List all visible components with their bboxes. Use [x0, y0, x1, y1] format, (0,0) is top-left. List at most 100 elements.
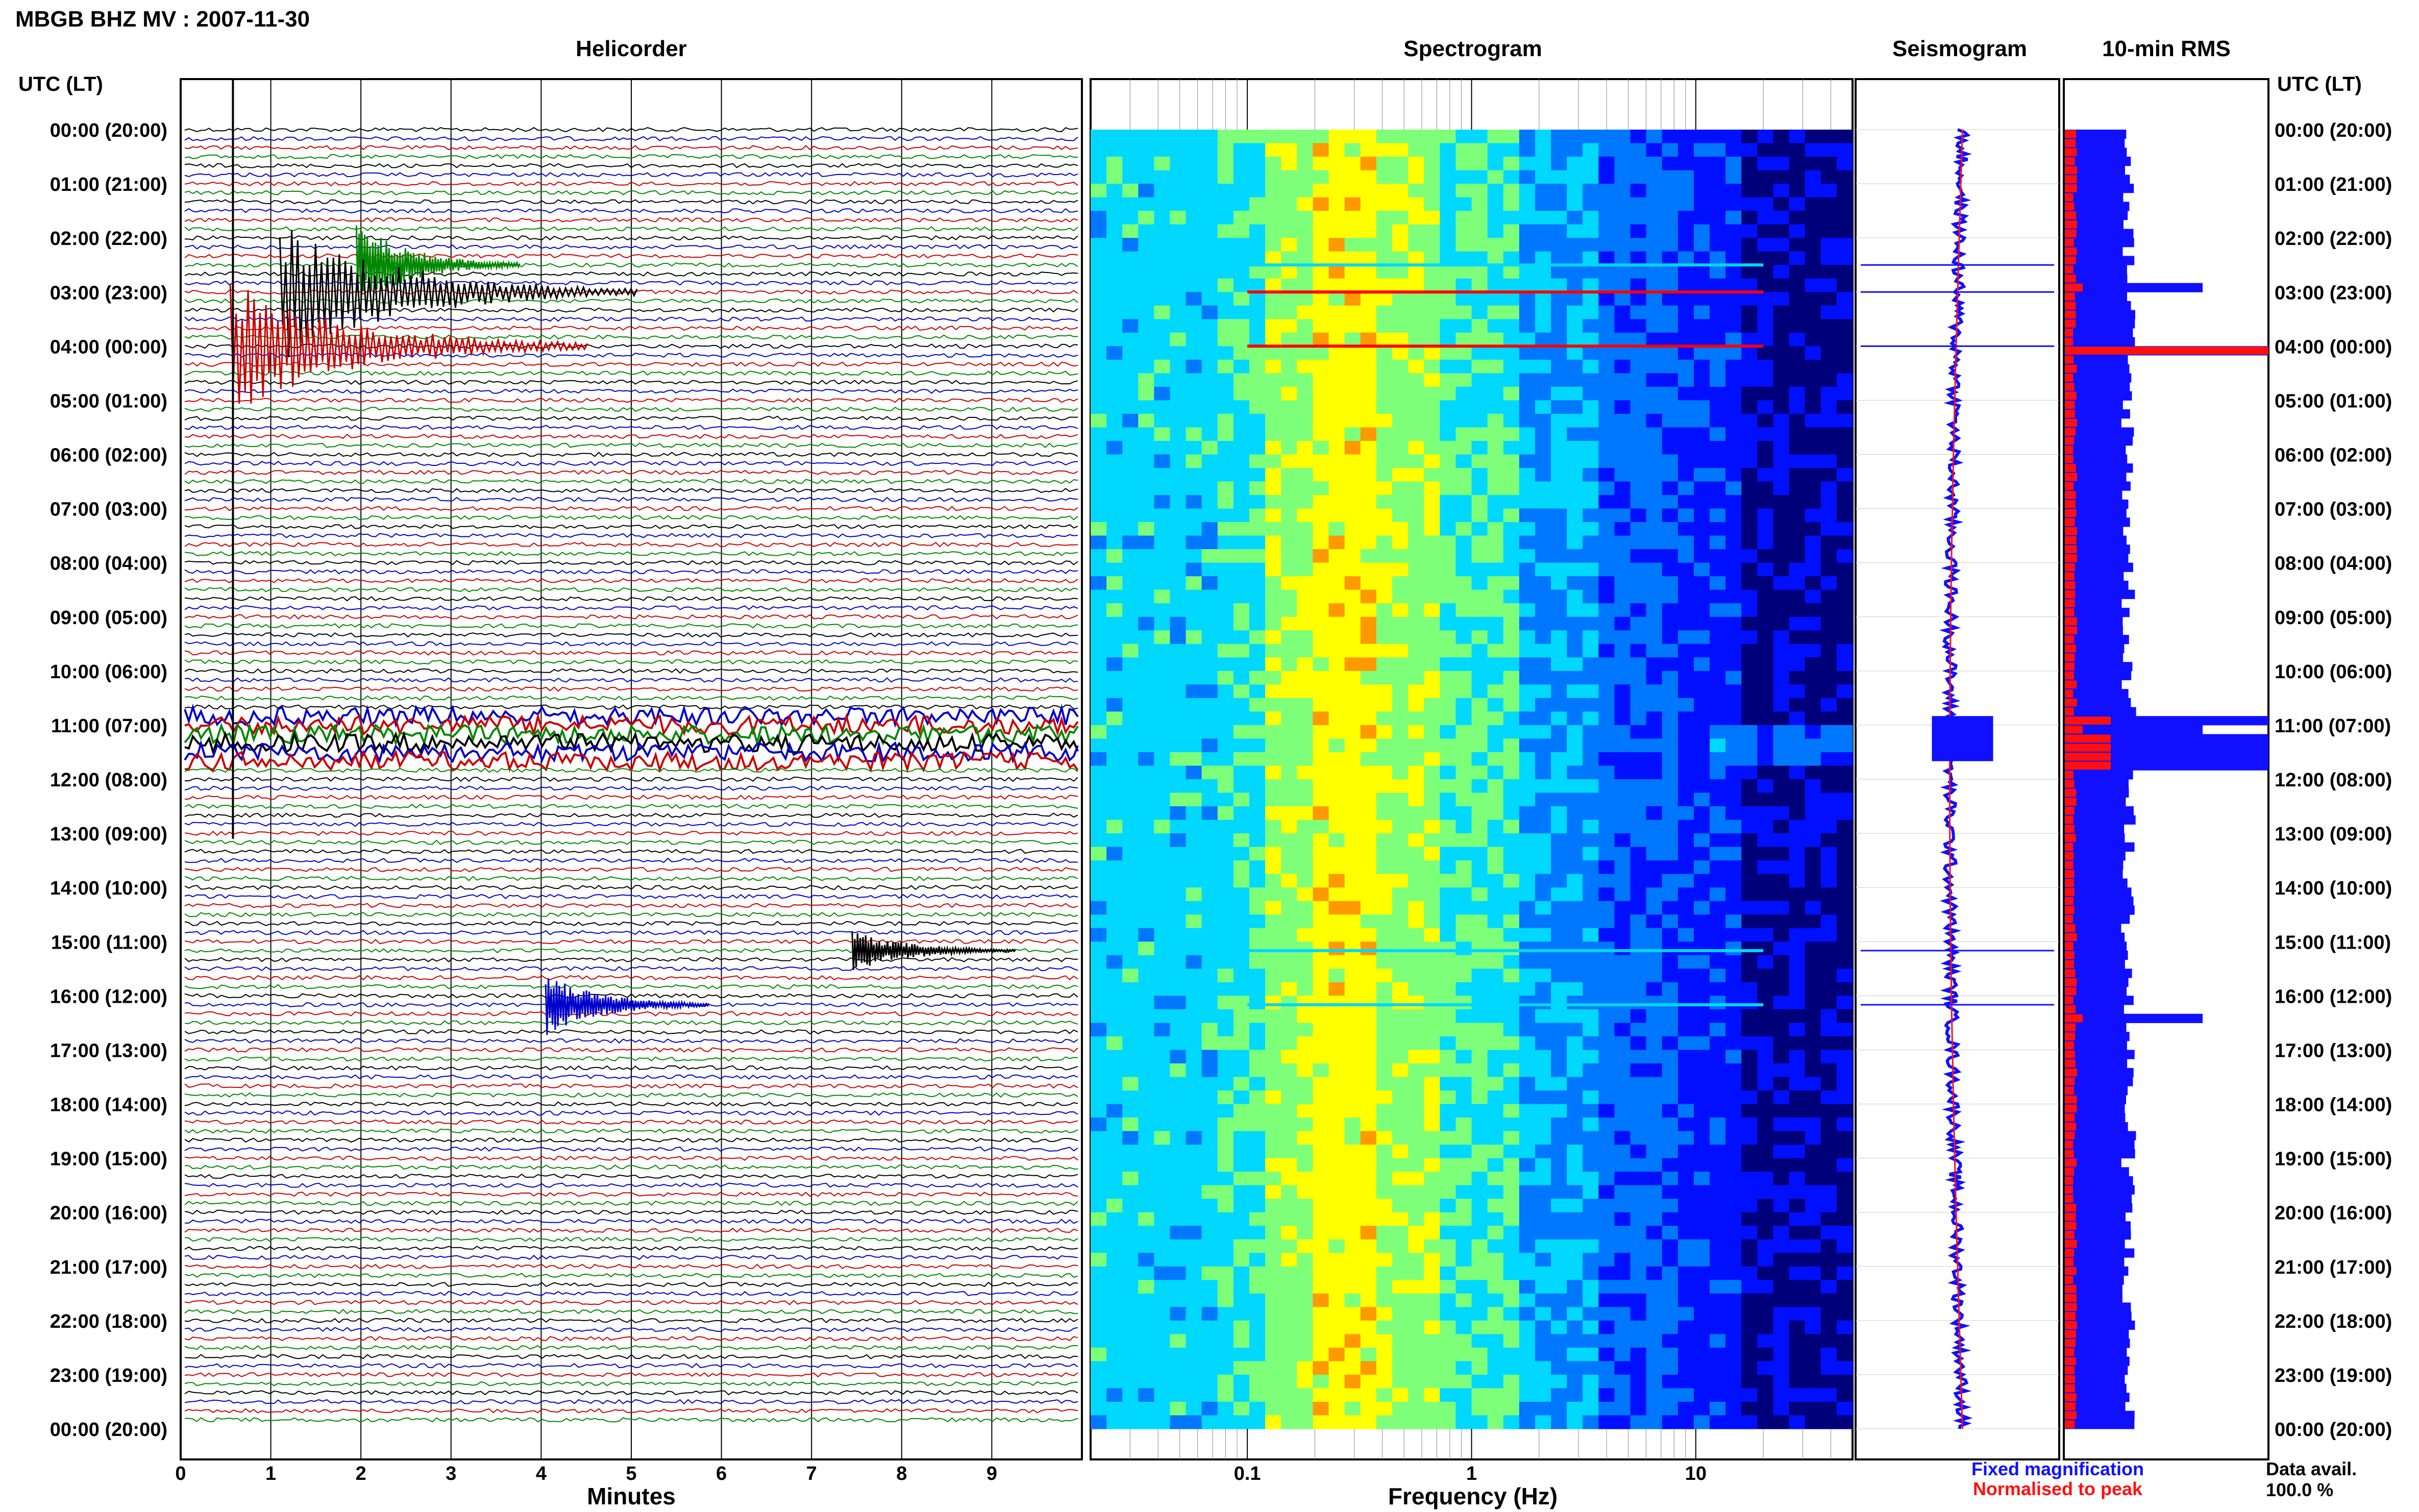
spectrogram-cell — [1694, 820, 1710, 834]
spectrogram-cell — [1408, 1402, 1424, 1416]
spectrogram-cell — [1328, 1226, 1345, 1240]
spectrogram-cell — [1408, 1009, 1424, 1023]
spectrogram-cell — [1313, 400, 1329, 414]
spectrogram-cell — [1455, 1307, 1472, 1321]
spectrogram-cell — [1741, 413, 1758, 428]
spectrogram-cell — [1487, 1253, 1504, 1267]
spectrogram-cell — [1471, 1090, 1488, 1105]
spectrogram-cell — [1487, 454, 1504, 468]
spectrogram-cell — [1836, 373, 1853, 387]
spectrogram-cell — [1535, 224, 1551, 238]
spectrogram-cell — [1408, 562, 1424, 577]
spectrogram-cell — [1281, 643, 1297, 658]
spectrogram-cell — [1820, 1185, 1837, 1199]
spectrogram-cell — [1646, 184, 1663, 198]
spectrogram-cell — [1630, 1347, 1647, 1361]
spectrogram-cell — [1344, 779, 1361, 794]
spectrogram-cell — [1265, 1185, 1281, 1199]
spectrogram-cell — [1503, 1158, 1520, 1172]
spectrogram-cell — [1551, 765, 1567, 780]
spectrogram-cell — [1471, 1009, 1488, 1023]
spectrogram-cell — [1376, 1307, 1393, 1321]
spectrogram-cell — [1487, 847, 1504, 861]
spectrogram-cell — [1186, 1280, 1202, 1294]
spectrogram-cell — [1614, 874, 1631, 888]
spectrogram-cell — [1106, 1402, 1123, 1416]
spectrogram-cell — [1138, 982, 1154, 996]
spectrogram-cell — [1836, 1226, 1853, 1240]
spectrogram-cell — [1741, 833, 1758, 848]
spectrogram-cell — [1154, 1239, 1171, 1253]
spectrogram-cell — [1503, 1077, 1520, 1091]
spectrogram-cell — [1471, 928, 1488, 942]
spectrogram-cell — [1677, 779, 1694, 794]
spectrogram-cell — [1471, 1334, 1488, 1348]
spectrogram-cell — [1249, 1185, 1266, 1199]
spectrogram-cell — [1408, 184, 1424, 198]
spectrogram-cell — [1583, 711, 1599, 726]
spectrogram-cell — [1201, 1118, 1218, 1132]
helicorder-event — [355, 225, 521, 293]
spectrogram-cell — [1455, 468, 1472, 482]
spectrogram-cell — [1106, 1172, 1123, 1186]
spectrogram-cell — [1677, 982, 1694, 996]
spectrogram-cell — [1805, 1374, 1821, 1389]
spectrogram-cell — [1138, 738, 1154, 753]
spectrogram-cell — [1710, 359, 1726, 374]
spectrogram-cell — [1233, 820, 1250, 834]
helicorder-event — [851, 931, 1016, 970]
spectrogram-cell — [1503, 562, 1520, 577]
spectrogram-cell — [1344, 630, 1361, 645]
helicorder-trace — [184, 226, 1078, 232]
spectrogram-cell — [1186, 1050, 1202, 1064]
spectrogram-cell — [1535, 535, 1551, 550]
spectrogram-cell — [1376, 874, 1393, 888]
spectrogram-cell — [1598, 765, 1615, 780]
spectrogram-cell — [1328, 820, 1345, 834]
spectrogram-cell — [1360, 941, 1377, 956]
spectrogram-cell — [1725, 725, 1742, 739]
spectrogram-cell — [1392, 400, 1409, 414]
spectrogram-cell — [1122, 1374, 1139, 1389]
spectrogram-cell — [1328, 711, 1345, 726]
spectrogram-cell — [1281, 278, 1297, 292]
spectrogram-cell — [1662, 1063, 1679, 1077]
spectrogram-cell — [1297, 332, 1314, 346]
spectrogram-cell — [1440, 860, 1456, 875]
spectrogram-cell — [1487, 238, 1504, 252]
spectrogram-cell — [1471, 1361, 1488, 1375]
spectrogram-cell — [1186, 792, 1202, 807]
spectrogram-cell — [1805, 143, 1821, 157]
spectrogram-cell — [1186, 955, 1202, 969]
spectrogram-cell — [1281, 941, 1297, 956]
spectrogram-cell — [1249, 1199, 1266, 1213]
spectrogram-cell — [1789, 522, 1806, 536]
spectrogram-cell — [1805, 332, 1821, 346]
spectrogram-cell — [1836, 522, 1853, 536]
spectrogram-cell — [1820, 657, 1837, 672]
spectrogram-cell — [1471, 657, 1488, 672]
spectrogram-cell — [1725, 684, 1742, 699]
spectrogram-cell — [1503, 1280, 1520, 1294]
spectrogram-cell — [1471, 170, 1488, 184]
spectrogram-cell — [1598, 454, 1615, 468]
spectrogram-cell — [1551, 1334, 1567, 1348]
spectrogram-cell — [1503, 522, 1520, 536]
spectrogram-cell — [1503, 1415, 1520, 1429]
spectrogram-cell — [1551, 643, 1567, 658]
spectrogram-cell — [1487, 969, 1504, 983]
spectrogram-cell — [1344, 887, 1361, 902]
spectrogram-cell — [1614, 1172, 1631, 1186]
spectrogram-cell — [1820, 413, 1837, 428]
spectrogram-cell — [1567, 346, 1583, 360]
spectrogram-cell — [1836, 1050, 1853, 1064]
spectrogram-cell — [1805, 806, 1821, 821]
spectrogram-cell — [1646, 305, 1663, 319]
spectrogram-cell — [1106, 779, 1123, 794]
spectrogram-cell — [1614, 941, 1631, 956]
spectrogram-cell — [1677, 197, 1694, 211]
spectrogram-cell — [1646, 860, 1663, 875]
spectrogram-cell — [1313, 1090, 1329, 1105]
spectrogram-cell — [1138, 535, 1154, 550]
spectrogram-cell — [1503, 1009, 1520, 1023]
